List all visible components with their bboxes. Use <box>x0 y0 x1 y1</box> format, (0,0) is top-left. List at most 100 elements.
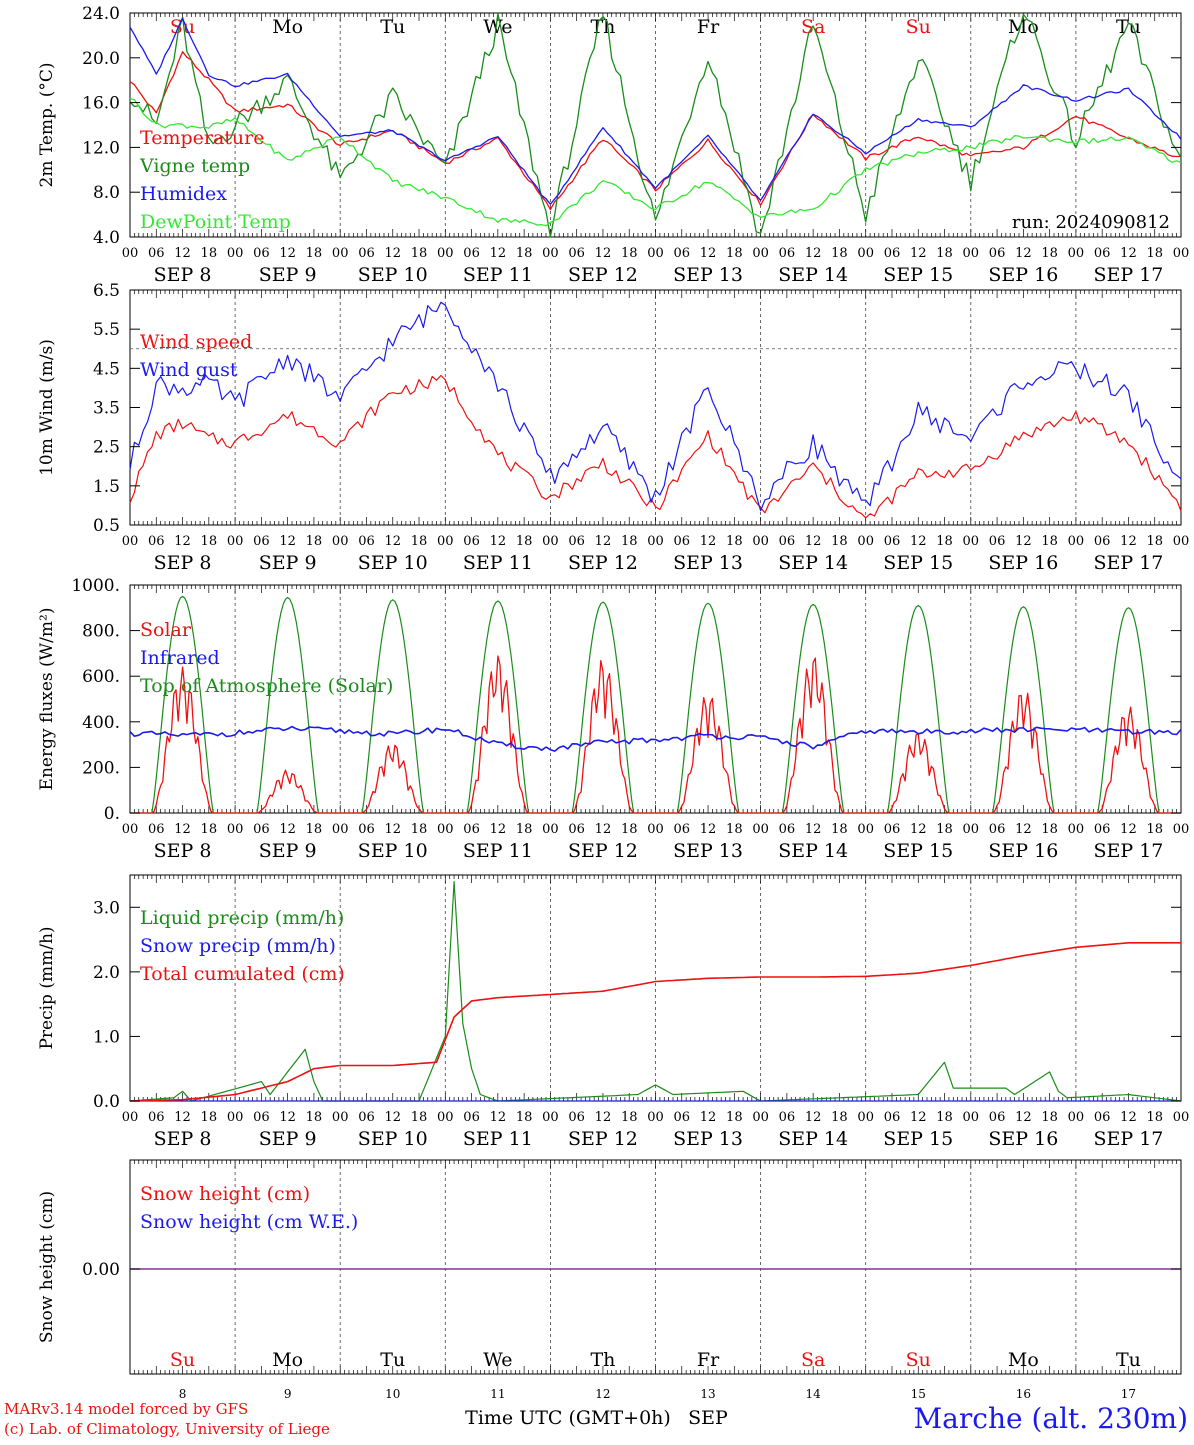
x-tick-label: 00 <box>542 1110 559 1125</box>
x-tick-label: 00 <box>122 246 139 261</box>
x-tick-label: 00 <box>1068 534 1085 549</box>
x-tick-label: 18 <box>936 822 953 837</box>
day-number: 13 <box>700 1387 715 1401</box>
y-axis-label: 2m Temp. (°C) <box>37 62 57 187</box>
x-tick-label: 18 <box>411 822 428 837</box>
y-tick-label: 12.0 <box>82 138 120 158</box>
legend-entry: Total cumulated (cm) <box>140 963 345 985</box>
x-tick-label: 12 <box>1015 534 1032 549</box>
x-tick-label: 06 <box>568 1110 585 1125</box>
x-tick-label: 06 <box>253 534 270 549</box>
y-tick-label: 6.5 <box>93 281 120 301</box>
x-tick-label: 18 <box>411 534 428 549</box>
legend-entry: Infrared <box>140 647 220 669</box>
legend-entry: Top of Atmosphere (Solar) <box>140 675 393 697</box>
x-tick-label: 12 <box>279 822 296 837</box>
date-label: SEP 10 <box>358 1128 428 1150</box>
legend-entry: Snow height (cm) <box>140 1183 310 1205</box>
date-label: SEP 11 <box>463 840 533 862</box>
x-tick-label: 00 <box>542 534 559 549</box>
day-number: 17 <box>1121 1387 1136 1401</box>
x-tick-label: 00 <box>1173 534 1190 549</box>
x-tick-label: 06 <box>674 246 691 261</box>
x-tick-label: 00 <box>437 534 454 549</box>
x-tick-label: 12 <box>490 1110 507 1125</box>
day-number: 15 <box>911 1387 926 1401</box>
date-label: SEP 15 <box>883 1128 953 1150</box>
x-tick-label: 12 <box>595 1110 612 1125</box>
x-tick-label: 00 <box>122 822 139 837</box>
x-tick-label: 00 <box>122 534 139 549</box>
day-abbrev: Su <box>906 16 931 38</box>
x-tick-label: 06 <box>674 1110 691 1125</box>
day-abbrev: We <box>483 16 512 38</box>
x-tick-label: 12 <box>700 246 717 261</box>
date-label: SEP 9 <box>259 840 317 862</box>
y-axis-label: Snow height (cm) <box>37 1191 57 1343</box>
y-axis-label: Precip (mm/h) <box>37 926 57 1049</box>
credit-line-1: MARv3.14 model forced by GFS <box>4 1400 248 1418</box>
x-tick-label: 00 <box>122 1110 139 1125</box>
x-tick-label: 12 <box>384 1110 401 1125</box>
x-tick-label: 06 <box>884 534 901 549</box>
x-tick-label: 18 <box>1041 246 1058 261</box>
x-tick-label: 06 <box>989 822 1006 837</box>
x-tick-label: 12 <box>595 534 612 549</box>
date-label: SEP 14 <box>778 264 848 286</box>
date-label: SEP 15 <box>883 552 953 574</box>
x-tick-label: 12 <box>1015 1110 1032 1125</box>
x-tick-label: 12 <box>1120 1110 1137 1125</box>
x-tick-label: 18 <box>516 534 533 549</box>
x-tick-label: 18 <box>201 822 218 837</box>
x-tick-label: 12 <box>279 246 296 261</box>
date-label: SEP 8 <box>154 552 212 574</box>
series-line-wind-speed <box>129 374 1182 519</box>
y-tick-label: 2.0 <box>93 963 120 983</box>
x-tick-label: 18 <box>1146 822 1163 837</box>
x-tick-label: 12 <box>384 534 401 549</box>
day-number: 11 <box>490 1387 505 1401</box>
x-tick-label: 18 <box>201 1110 218 1125</box>
x-tick-label: 00 <box>1173 246 1190 261</box>
day-abbrev: Sa <box>801 1349 825 1371</box>
x-tick-label: 00 <box>332 1110 349 1125</box>
x-tick-label: 18 <box>726 822 743 837</box>
x-tick-label: 06 <box>1094 822 1111 837</box>
series-line-humidex <box>129 17 1182 205</box>
x-tick-label: 12 <box>490 246 507 261</box>
x-tick-label: 06 <box>148 534 165 549</box>
x-tick-label: 06 <box>253 1110 270 1125</box>
x-tick-label: 12 <box>490 822 507 837</box>
date-label: SEP 15 <box>883 264 953 286</box>
x-tick-label: 00 <box>963 1110 980 1125</box>
x-tick-label: 00 <box>752 534 769 549</box>
y-tick-label: 400. <box>82 713 120 733</box>
day-abbrev: Mo <box>272 16 303 38</box>
date-label: SEP 17 <box>1094 1128 1164 1150</box>
x-tick-label: 06 <box>989 246 1006 261</box>
y-tick-label: 200. <box>82 758 120 778</box>
x-tick-label: 00 <box>227 534 244 549</box>
x-tick-label: 12 <box>279 1110 296 1125</box>
day-abbrev: Su <box>906 1349 931 1371</box>
x-tick-label: 06 <box>358 1110 375 1125</box>
day-abbrev: Fr <box>697 1349 720 1371</box>
date-label: SEP 13 <box>673 552 743 574</box>
x-tick-label: 00 <box>332 534 349 549</box>
date-label: SEP 13 <box>673 840 743 862</box>
x-tick-label: 18 <box>516 1110 533 1125</box>
x-tick-label: 06 <box>148 246 165 261</box>
x-tick-label: 18 <box>306 246 323 261</box>
x-tick-label: 00 <box>542 822 559 837</box>
x-tick-label: 18 <box>726 1110 743 1125</box>
x-tick-label: 12 <box>384 246 401 261</box>
day-abbrev: Mo <box>272 1349 303 1371</box>
x-tick-label: 00 <box>437 1110 454 1125</box>
date-label: SEP 16 <box>988 264 1058 286</box>
legend-entry: Vigne temp <box>139 155 250 177</box>
x-tick-label: 12 <box>174 246 191 261</box>
x-tick-label: 00 <box>647 246 664 261</box>
legend-entry: Wind gust <box>140 359 238 381</box>
x-tick-label: 18 <box>831 1110 848 1125</box>
